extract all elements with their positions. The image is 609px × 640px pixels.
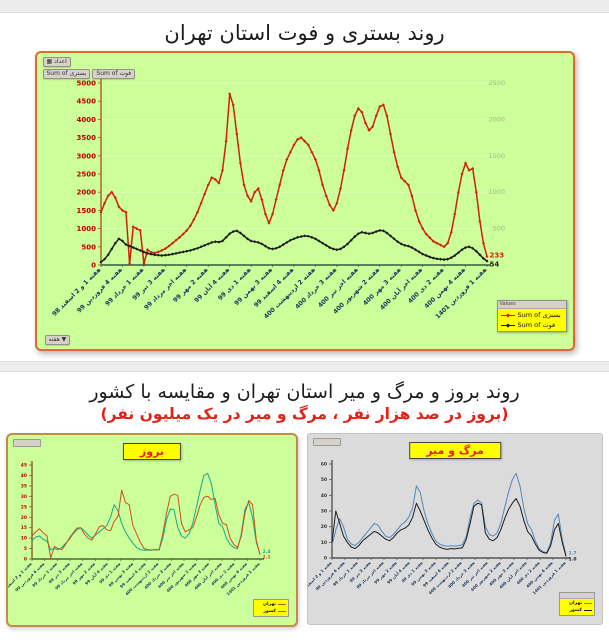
svg-text:1500: 1500 (76, 207, 96, 215)
svg-text:15: 15 (21, 525, 27, 531)
svg-text:0: 0 (24, 557, 27, 563)
svg-text:4000: 4000 (76, 116, 96, 124)
svg-text:30: 30 (21, 494, 27, 500)
svg-text:2.1: 2.1 (263, 555, 271, 561)
svg-text:هفته 1 خرداد 99: هفته 1 خرداد 99 (104, 266, 145, 307)
svg-text:4500: 4500 (76, 98, 96, 106)
table-icon: ▦ (46, 58, 55, 65)
svg-text:10: 10 (321, 540, 327, 546)
pivot-field-button[interactable]: ▦ اعداد (42, 57, 71, 67)
svg-text:60: 60 (321, 462, 327, 468)
svg-text:0: 0 (324, 556, 327, 562)
mortality-chart-legend[interactable]: تهران کشور (559, 592, 595, 616)
mortality-chart-card: مرگ و میر 0 10 20 30 40 50 60 هفته 1 و 2 اسفند … (299, 433, 603, 625)
svg-text:1.0: 1.0 (569, 556, 577, 562)
svg-text:20: 20 (321, 524, 327, 530)
window-top-strip (0, 0, 609, 13)
pivot-field-button[interactable] (13, 439, 41, 447)
svg-text:40: 40 (321, 493, 327, 499)
svg-text:5: 5 (24, 546, 27, 552)
svg-text:25: 25 (21, 504, 27, 510)
chart-legend[interactable]: Values Sum of بستری Sum of فوت (496, 300, 567, 332)
svg-text:45: 45 (21, 463, 27, 469)
svg-text:هفته 4 اسفند 99: هفته 4 اسفند 99 (252, 266, 295, 309)
svg-text:هفته اخر تیر 400: هفته اخر تیر 400 (316, 266, 359, 309)
svg-text:3000: 3000 (76, 152, 96, 160)
section-title: روند بروز و مرگ و میر استان تهران و مقای… (89, 381, 520, 403)
pivot-series-button-bastari[interactable]: Sum of بستری (42, 69, 91, 79)
svg-text:1000: 1000 (76, 225, 96, 233)
svg-text:1500: 1500 (488, 152, 505, 160)
page-title: روند بستری و فوت استان تهران (164, 21, 445, 45)
svg-text:500: 500 (81, 243, 96, 251)
svg-text:2000: 2000 (76, 189, 96, 197)
svg-text:5000: 5000 (76, 79, 96, 87)
svg-text:2.4: 2.4 (263, 549, 271, 555)
pivot-axis-field-button[interactable]: هفته ▼ (44, 335, 71, 345)
svg-text:2500: 2500 (488, 79, 505, 87)
comparison-charts-row: بروز 0 5 10 15 20 25 30 35 40 45 هفته 1 و 2 اسفند … (0, 433, 609, 627)
mortality-chart-title: مرگ و میر (409, 442, 501, 459)
incidence-chart-card: بروز 0 5 10 15 20 25 30 35 40 45 هفته 1 و 2 اسفند … (0, 433, 298, 627)
incidence-chart-title: بروز (122, 443, 182, 460)
pivot-series-buttons: Sum of بستری Sum of فوت (42, 69, 136, 79)
svg-text:2000: 2000 (488, 115, 505, 123)
svg-text:1000: 1000 (488, 188, 505, 196)
svg-text:40: 40 (21, 473, 27, 479)
svg-text:3500: 3500 (76, 134, 96, 142)
svg-text:500: 500 (492, 225, 504, 233)
svg-text:1.7: 1.7 (569, 550, 577, 556)
hospitalization-deaths-chart: 500 1000 1500 2000 2500 0 500 1000 1500 2000 2500 3… (37, 53, 573, 349)
svg-text:10: 10 (21, 536, 27, 542)
svg-text:هفته 3 بهمن 99: هفته 3 بهمن 99 (233, 266, 274, 307)
svg-text:هفته 3 مهر 400: هفته 3 مهر 400 (361, 266, 402, 307)
svg-text:35: 35 (21, 483, 27, 489)
incidence-chart-legend[interactable]: تهران کشور (253, 599, 289, 617)
svg-text:20: 20 (21, 515, 27, 521)
section-divider (0, 361, 609, 372)
dropdown-arrow-icon: ▼ (59, 336, 67, 343)
svg-text:233: 233 (489, 252, 504, 260)
pivot-field-button[interactable] (313, 438, 341, 446)
pivot-series-button-fot[interactable]: Sum of فوت (92, 69, 136, 79)
hospitalization-deaths-chart-card: 500 1000 1500 2000 2500 0 500 1000 1500 2000 2500 3… (34, 51, 575, 351)
svg-text:30: 30 (321, 509, 327, 515)
svg-text:0: 0 (91, 261, 96, 269)
svg-text:54: 54 (489, 261, 499, 269)
svg-text:2500: 2500 (76, 170, 96, 178)
section-subtitle: (بروز در صد هزار نفر ، مرگ و میر در یک م… (100, 405, 509, 423)
svg-text:50: 50 (321, 477, 327, 483)
